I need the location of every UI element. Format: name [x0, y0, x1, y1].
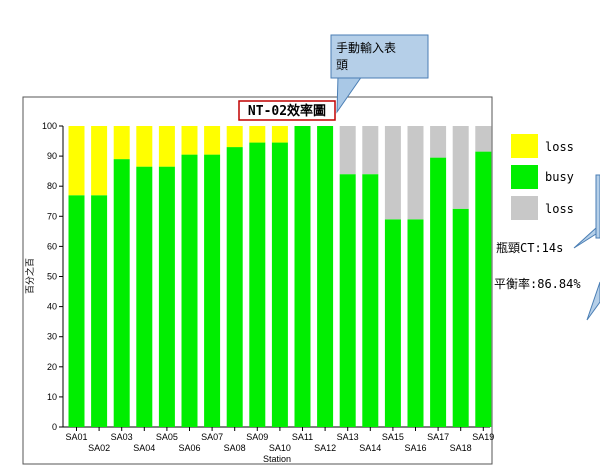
bar-busy-sa03 [113, 159, 130, 428]
bar-loss-gray-sa13 [339, 126, 356, 175]
x-tick-label-sa19: SA19 [472, 432, 494, 442]
legend-swatch-loss-yellow [511, 134, 538, 158]
bar-busy-sa04 [136, 166, 153, 427]
bar-loss-gray-sa16 [407, 126, 424, 220]
y-tick-label: 100 [42, 121, 57, 131]
bar-loss-yellow-sa08 [226, 126, 243, 148]
balance-rate-text: 平衡率:86.84% [494, 276, 581, 291]
title-callout: 手動輸入表 頭 [330, 34, 429, 114]
x-tick-label-sa05: SA05 [156, 432, 178, 442]
legend-swatch-loss-gray [511, 196, 538, 220]
bar-loss-yellow-sa10 [271, 126, 288, 143]
x-tick-label-sa09: SA09 [246, 432, 268, 442]
y-tick-label: 10 [47, 392, 57, 402]
bar-loss-yellow-sa02 [91, 126, 108, 196]
x-tick-label-sa15: SA15 [382, 432, 404, 442]
right-callout [573, 174, 600, 321]
y-axis-title: 百分之百 [24, 258, 35, 294]
bar-busy-sa17 [430, 157, 447, 428]
bar-busy-sa07 [204, 154, 221, 427]
bar-busy-sa16 [407, 219, 424, 427]
bar-loss-yellow-sa05 [158, 126, 175, 167]
callout-text-line2: 頭 [336, 58, 348, 72]
bar-busy-sa01 [68, 195, 85, 427]
bar-busy-sa19 [475, 151, 492, 427]
bar-loss-yellow-sa06 [181, 126, 198, 155]
x-tick-label-sa04: SA04 [133, 443, 155, 453]
x-tick-label-sa03: SA03 [111, 432, 133, 442]
bar-busy-sa02 [91, 195, 108, 427]
bar-loss-yellow-sa07 [204, 126, 221, 155]
right-callout-box-lower [586, 281, 600, 321]
y-tick-label: 70 [47, 211, 57, 221]
x-tick-label-sa11: SA11 [292, 432, 313, 442]
bar-loss-yellow-sa04 [136, 126, 153, 167]
legend-swatch-busy [511, 165, 538, 189]
bar-loss-gray-sa15 [384, 126, 401, 220]
bar-busy-sa11 [294, 126, 311, 427]
bar-busy-sa12 [317, 126, 334, 427]
x-tick-label-sa10: SA10 [269, 443, 291, 453]
legend-label-loss-yellow: loss [545, 140, 574, 154]
bar-loss-yellow-sa03 [113, 126, 130, 160]
right-callout-pointer [573, 226, 597, 249]
x-tick-label-sa08: SA08 [224, 443, 246, 453]
bar-loss-gray-sa18 [452, 126, 469, 209]
bottleneck-ct-text: 瓶頸CT:14s [496, 241, 563, 255]
y-tick-label: 50 [47, 272, 57, 282]
y-tick-label: 60 [47, 241, 57, 251]
bar-busy-sa08 [226, 147, 243, 427]
x-tick-label-sa14: SA14 [359, 443, 381, 453]
y-tick-label: 0 [52, 422, 57, 432]
legend-label-loss-gray: loss [545, 202, 574, 216]
x-axis-title: Station [263, 454, 291, 464]
bar-busy-sa14 [362, 174, 379, 427]
legend: loss busy loss [511, 134, 574, 220]
x-tick-label-sa01: SA01 [65, 432, 87, 442]
x-tick-label-sa06: SA06 [178, 443, 200, 453]
x-tick-label-sa12: SA12 [314, 443, 336, 453]
bar-loss-yellow-sa09 [249, 126, 266, 143]
y-tick-label: 90 [47, 151, 57, 161]
callout-box [330, 34, 429, 79]
bar-busy-sa10 [271, 142, 288, 427]
bar-busy-sa09 [249, 142, 266, 427]
legend-label-busy: busy [545, 170, 574, 184]
x-tick-label-sa13: SA13 [337, 432, 359, 442]
bars [68, 126, 492, 428]
y-tick-label: 20 [47, 362, 57, 372]
x-tick-label-sa02: SA02 [88, 443, 110, 453]
x-ticks: SA01 SA03 SA05 SA07 SA09 SA11 SA13 SA15 SA17 SA19… [65, 427, 494, 453]
bar-loss-gray-sa19 [475, 126, 492, 152]
bar-busy-sa13 [339, 174, 356, 427]
y-tick-label: 40 [47, 302, 57, 312]
chart-title: NT-02效率圖 [248, 103, 326, 119]
bar-loss-gray-sa17 [430, 126, 447, 158]
x-tick-label-sa07: SA07 [201, 432, 223, 442]
x-tick-label-sa17: SA17 [427, 432, 449, 442]
bar-busy-sa05 [158, 166, 175, 427]
x-tick-label-sa18: SA18 [450, 443, 472, 453]
bar-busy-sa18 [452, 208, 469, 427]
x-tick-label-sa16: SA16 [404, 443, 426, 453]
bar-loss-gray-sa14 [362, 126, 379, 175]
bar-busy-sa15 [384, 219, 401, 427]
right-callout-box [595, 174, 600, 239]
bar-loss-yellow-sa01 [68, 126, 85, 196]
y-ticks: 0 10 20 30 40 50 60 70 80 90 100 [42, 121, 63, 432]
y-tick-label: 30 [47, 332, 57, 342]
y-tick-label: 80 [47, 181, 57, 191]
bar-busy-sa06 [181, 154, 198, 427]
callout-text-line1: 手動輸入表 [336, 40, 396, 55]
chart-title-box [238, 100, 336, 121]
